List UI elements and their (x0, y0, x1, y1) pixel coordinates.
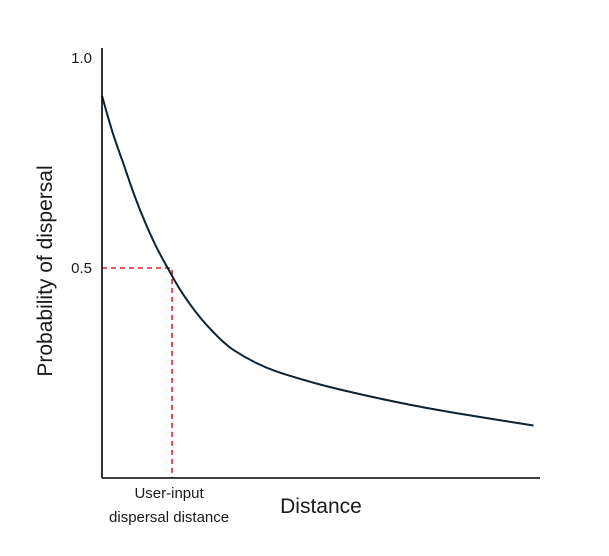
dispersal-curve (101, 95, 534, 427)
y-tick-label: 1.0 (71, 50, 92, 67)
reference-label-line-1: User-input (134, 485, 204, 502)
x-axis-label: Distance (280, 495, 362, 518)
plot-area (101, 48, 540, 479)
y-tick-labels: 1.0 0.5 (71, 50, 92, 277)
y-tick-label: 0.5 (71, 260, 92, 277)
reference-label-line-2: dispersal distance (109, 509, 229, 526)
reference-dashed-line (102, 267, 173, 478)
y-axis-label: Probability of dispersal (34, 165, 57, 376)
